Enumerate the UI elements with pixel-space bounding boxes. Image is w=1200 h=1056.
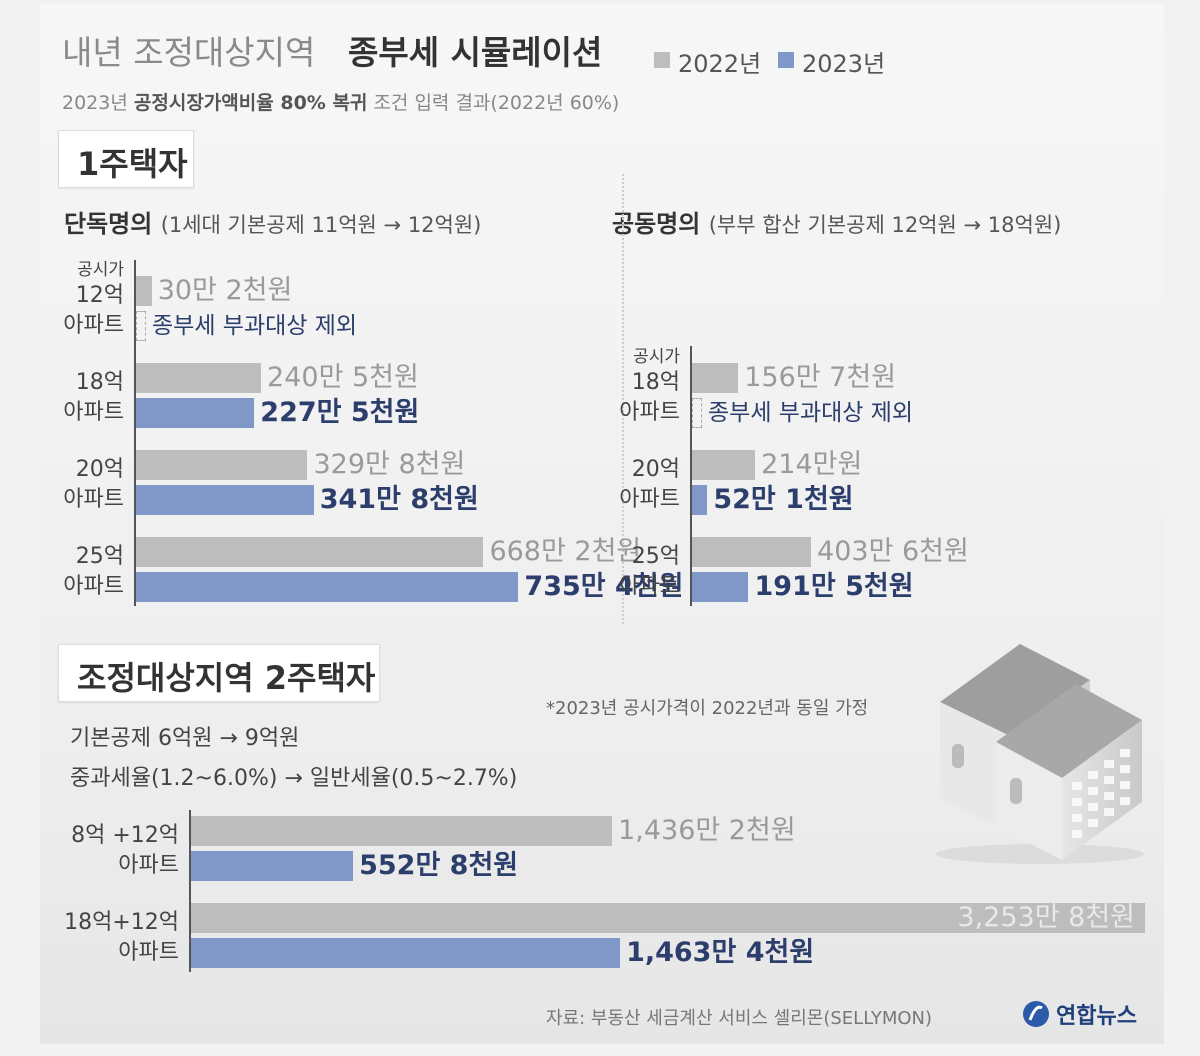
value-label-2023년: 341만 8천원: [319, 484, 479, 515]
value-label-2023년: 191만 5천원: [754, 571, 914, 602]
axis-line: [134, 260, 136, 606]
bar-2022년: [692, 537, 812, 567]
value-label-2022년: 1,436만 2천원: [618, 815, 796, 846]
value-label-2022년: 329만 8천원: [313, 449, 466, 480]
category-label-line: 20억: [631, 457, 680, 482]
logo-block: 연합뉴스: [1022, 998, 1137, 1030]
bar-2022년: [136, 276, 152, 306]
yonhap-logo-icon: [1023, 1001, 1049, 1027]
category-label-line: 12억: [75, 283, 124, 308]
bar-2023년: [136, 311, 146, 341]
category-label-line: 아파트: [63, 574, 124, 599]
value-label-2022년: 403만 6천원: [817, 536, 969, 567]
value-label-2023년: 52만 1천원: [713, 484, 854, 515]
footnote: *2023년 공시가격이 2022년과 동일 가정: [546, 698, 869, 719]
title-bold: 종부세 시뮬레이션: [348, 33, 603, 72]
value-label-2022년: 214만원: [761, 449, 863, 480]
section-one-house: 1주택자: [58, 130, 194, 188]
source: 자료: 부동산 세금계산 서비스 셀리몬(SELLYMON): [546, 1008, 933, 1029]
two-house-deduction: 기본공제 6억원 → 9억원: [70, 726, 300, 751]
bar-2022년: [191, 903, 1145, 933]
value-label-2023년: 227만 5천원: [260, 397, 420, 428]
group-joint-title: 공동명의 (부부 합산 기본공제 12억원 → 18억원): [612, 204, 1061, 239]
category-label-line: 25억: [75, 544, 124, 569]
category-label-line: 아파트: [63, 313, 124, 338]
category-label-line: 아파트: [63, 400, 124, 425]
group-single-note: (1세대 기본공제 11억원 → 12억원): [160, 213, 482, 237]
group-single-title: 단독명의 (1세대 기본공제 11억원 → 12억원): [64, 204, 481, 239]
value-label-2023년: 종부세 부과대상 제외: [152, 313, 358, 339]
bar-2022년: [692, 450, 756, 480]
category-label-line: 25억: [631, 544, 680, 569]
subtitle-pre: 2023년: [62, 92, 128, 114]
legend-label-2023: 2023년: [802, 50, 886, 78]
axis-line: [690, 346, 692, 606]
bar-2022년: [191, 816, 613, 846]
category-label-line: 18억+12억: [64, 910, 179, 935]
bar-2022년: [136, 363, 262, 393]
category-label-line: 공시가: [77, 260, 124, 280]
subtitle: 2023년 공정시장가액비율 80% 복귀 조건 입력 결과(2022년 60%…: [62, 88, 619, 115]
bar-2022년: [136, 537, 484, 567]
bar-2023년: [136, 572, 519, 602]
axis-line: [189, 810, 191, 972]
value-label-2023년: 1,463만 4천원: [626, 937, 815, 968]
legend-swatch-2022: [654, 52, 670, 68]
section-two-house: 조정대상지역 2주택자: [58, 644, 380, 702]
category-label-line: 아파트: [118, 853, 179, 878]
group-single-label: 단독명의: [64, 210, 153, 238]
bar-2023년: [136, 398, 255, 428]
value-label-2022년: 30만 2천원: [157, 275, 293, 306]
category-label-line: 18억: [631, 370, 680, 395]
category-label-line: 아파트: [63, 487, 124, 512]
value-label-2022년: 668만 2천원: [489, 536, 642, 567]
category-label-line: 20억: [75, 457, 124, 482]
category-label-line: 18억: [75, 370, 124, 395]
value-label-2022년: 240만 5천원: [267, 362, 419, 393]
value-label-2022년: 3,253만 8천원: [957, 902, 1135, 933]
bar-2022년: [692, 363, 739, 393]
category-label-line: 8억 +12억: [71, 823, 179, 848]
subtitle-post: 조건 입력 결과(2022년 60%): [373, 92, 620, 114]
value-label-2023년: 종부세 부과대상 제외: [708, 400, 914, 426]
subtitle-bold: 공정시장가액비율 80% 복귀: [133, 92, 368, 114]
bar-2023년: [692, 572, 749, 602]
bar-2023년: [191, 938, 621, 968]
bar-2022년: [136, 450, 308, 480]
bar-2023년: [191, 851, 354, 881]
bar-2023년: [692, 485, 708, 515]
infographic-card: 내년 조정대상지역 종부세 시뮬레이션 2022년 2023년 2023년 공정…: [40, 4, 1164, 1044]
category-label-line: 아파트: [619, 574, 680, 599]
category-label-line: 공시가: [633, 347, 680, 367]
legend-swatch-2023: [778, 52, 794, 68]
category-label-line: 아파트: [118, 940, 179, 965]
category-label-line: 아파트: [619, 487, 680, 512]
category-label-line: 아파트: [619, 400, 680, 425]
value-label-2023년: 735만 4천원: [524, 571, 684, 602]
value-label-2022년: 156만 7천원: [744, 362, 897, 393]
apartment-buildings-icon: [936, 644, 1144, 864]
group-joint-label: 공동명의: [612, 210, 701, 238]
title-light: 내년 조정대상지역: [62, 33, 316, 72]
group-divider: [622, 174, 624, 624]
value-label-2023년: 552만 8천원: [359, 850, 519, 881]
bar-2023년: [136, 485, 314, 515]
logo-text: 연합뉴스: [1056, 1004, 1137, 1029]
group-joint-note: (부부 합산 기본공제 12억원 → 18억원): [708, 213, 1062, 237]
legend-label-2022: 2022년: [678, 50, 762, 78]
two-house-rate: 중과세율(1.2~6.0%) → 일반세율(0.5~2.7%): [70, 766, 518, 791]
bar-2023년: [692, 398, 702, 428]
